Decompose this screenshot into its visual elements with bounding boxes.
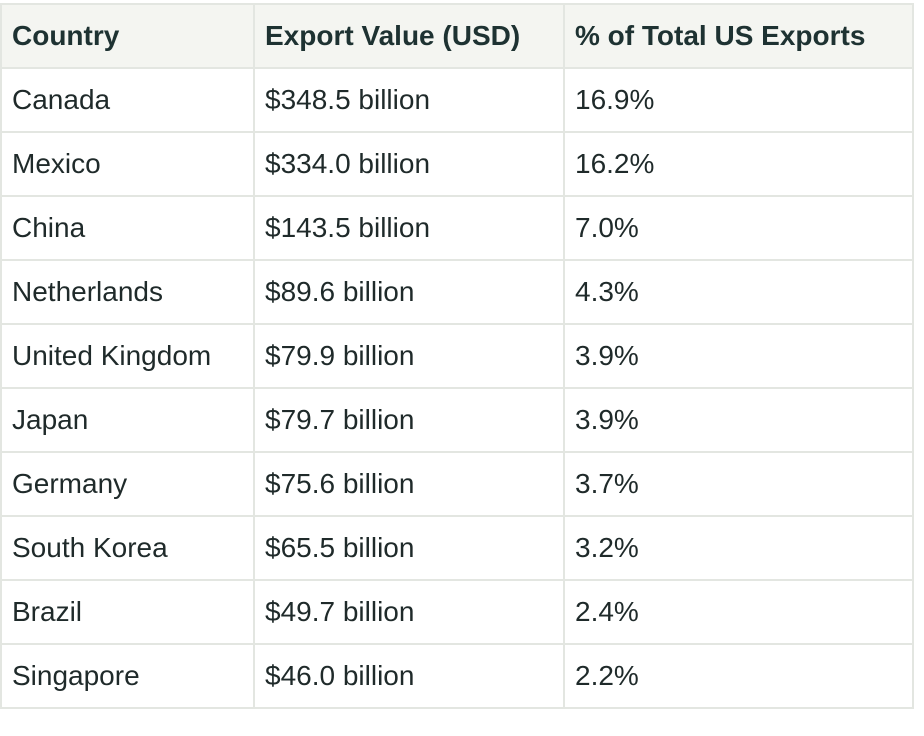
country-cell: Japan	[0, 387, 255, 453]
column-header-percent-total: % of Total US Exports	[563, 3, 914, 69]
table-row: Germany $75.6 billion 3.7%	[0, 451, 914, 517]
percent-cell: 16.2%	[563, 131, 914, 197]
table-row: United Kingdom $79.9 billion 3.9%	[0, 323, 914, 389]
country-cell: Netherlands	[0, 259, 255, 325]
country-cell: Canada	[0, 67, 255, 133]
percent-cell: 4.3%	[563, 259, 914, 325]
percent-cell: 16.9%	[563, 67, 914, 133]
table-row: China $143.5 billion 7.0%	[0, 195, 914, 261]
country-cell: Singapore	[0, 643, 255, 709]
table-row: Japan $79.7 billion 3.9%	[0, 387, 914, 453]
percent-cell: 2.2%	[563, 643, 914, 709]
export-value-cell: $348.5 billion	[253, 67, 565, 133]
export-value-cell: $79.9 billion	[253, 323, 565, 389]
table-row: Canada $348.5 billion 16.9%	[0, 67, 914, 133]
country-cell: Mexico	[0, 131, 255, 197]
table-row: South Korea $65.5 billion 3.2%	[0, 515, 914, 581]
column-header-country: Country	[0, 3, 255, 69]
country-cell: China	[0, 195, 255, 261]
export-value-cell: $49.7 billion	[253, 579, 565, 645]
country-cell: Germany	[0, 451, 255, 517]
percent-cell: 3.7%	[563, 451, 914, 517]
percent-cell: 7.0%	[563, 195, 914, 261]
country-cell: United Kingdom	[0, 323, 255, 389]
export-value-cell: $65.5 billion	[253, 515, 565, 581]
export-value-cell: $75.6 billion	[253, 451, 565, 517]
country-cell: Brazil	[0, 579, 255, 645]
percent-cell: 3.9%	[563, 323, 914, 389]
table-row: Brazil $49.7 billion 2.4%	[0, 579, 914, 645]
column-header-export-value: Export Value (USD)	[253, 3, 565, 69]
percent-cell: 3.9%	[563, 387, 914, 453]
table-header-row: Country Export Value (USD) % of Total US…	[0, 3, 914, 69]
table-row: Mexico $334.0 billion 16.2%	[0, 131, 914, 197]
country-cell: South Korea	[0, 515, 255, 581]
export-value-cell: $46.0 billion	[253, 643, 565, 709]
export-value-cell: $79.7 billion	[253, 387, 565, 453]
percent-cell: 3.2%	[563, 515, 914, 581]
exports-table-container: Country Export Value (USD) % of Total US…	[0, 3, 914, 709]
export-value-cell: $89.6 billion	[253, 259, 565, 325]
table-row: Singapore $46.0 billion 2.2%	[0, 643, 914, 709]
table-row: Netherlands $89.6 billion 4.3%	[0, 259, 914, 325]
percent-cell: 2.4%	[563, 579, 914, 645]
export-value-cell: $143.5 billion	[253, 195, 565, 261]
export-value-cell: $334.0 billion	[253, 131, 565, 197]
exports-table: Country Export Value (USD) % of Total US…	[0, 3, 914, 709]
